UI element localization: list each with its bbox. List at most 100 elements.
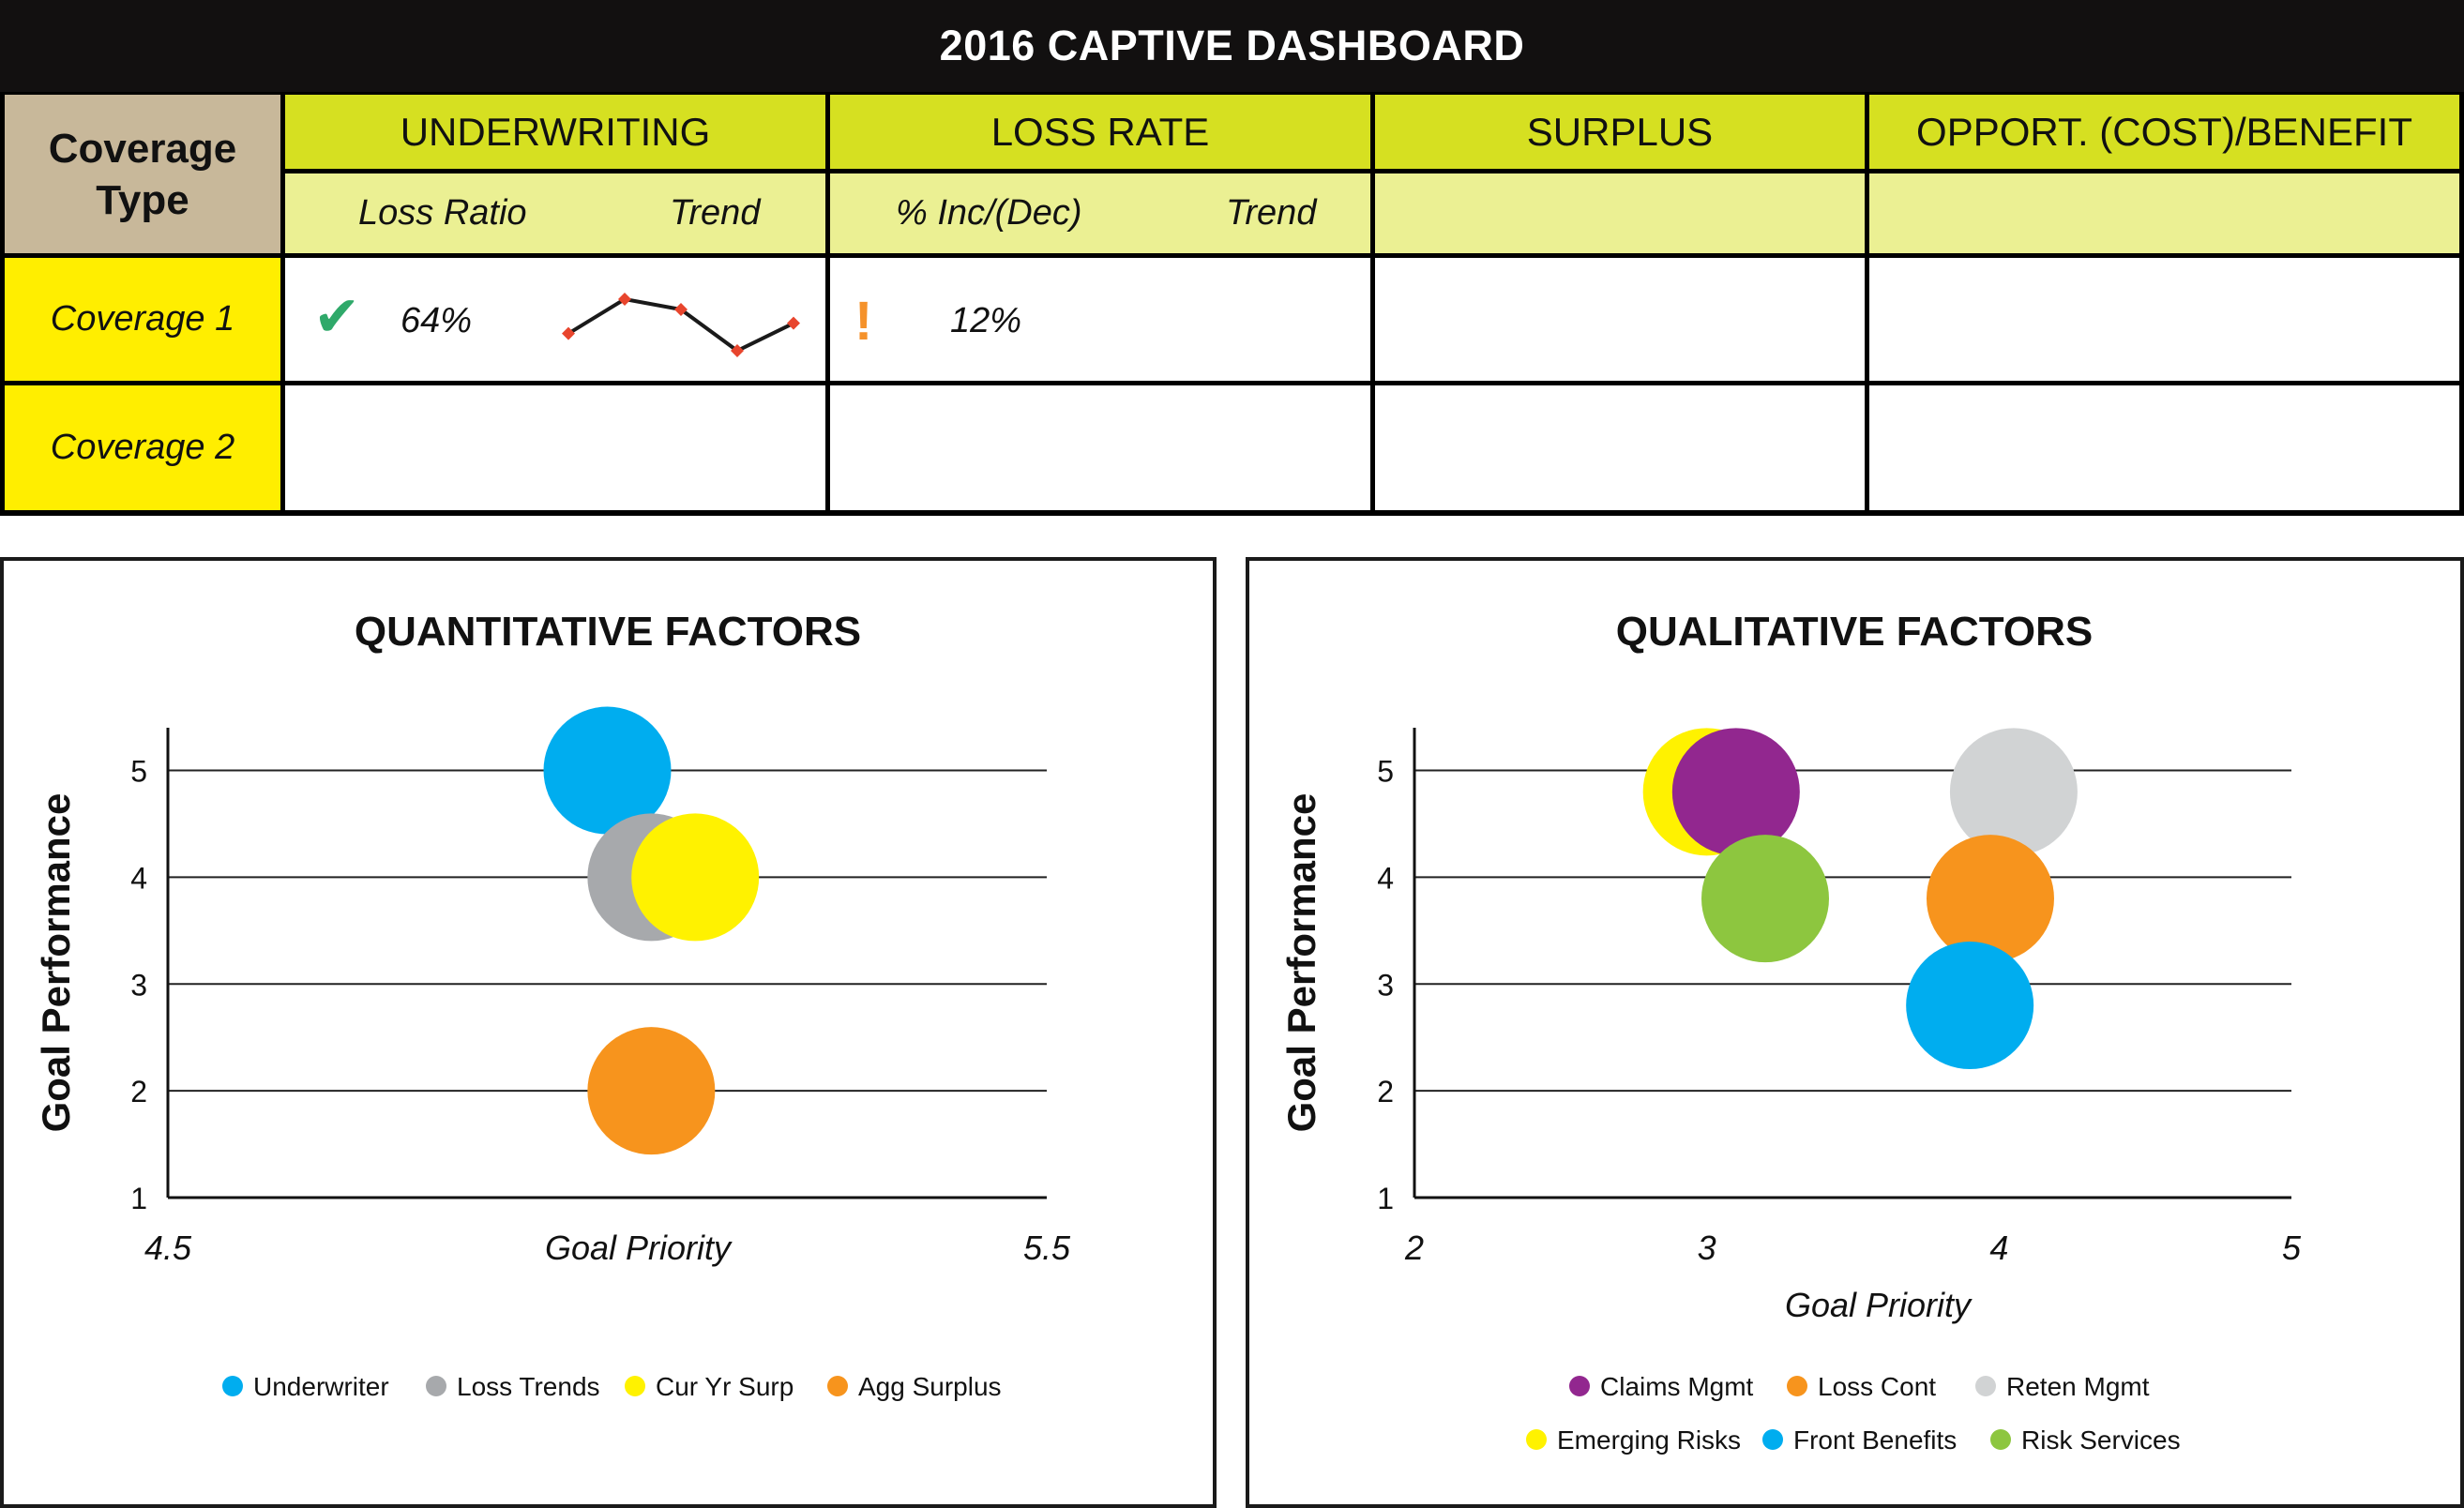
x-tick-label: 5 [2282,1229,2302,1267]
legend-label: Loss Cont [1818,1372,1936,1401]
legend-item-loss-trends: Loss Trends [426,1372,600,1401]
coverage-2-opportunity-cell [1869,385,2459,510]
legend-swatch [625,1376,645,1396]
quantitative-factors-panel: QUANTITATIVE FACTORS 1 2 3 4 5 4.5 5.5 Goal Prio… [0,557,1217,1508]
legend-label: Reten Mgmt [2006,1372,2150,1401]
underwriting-trend-subheader: Trend [670,193,761,233]
loss-rate-trend-subheader: Trend [1226,193,1317,233]
bubble-reten-mgmt [1949,728,2078,856]
coverage-type-header: Coverage Type [5,95,280,253]
bubble-loss-cont [1926,835,2054,963]
coverage-2-surplus-cell [1375,385,1865,510]
legend-label: Risk Services [2021,1425,2181,1455]
legend-item-claims-mgmt: Claims Mgmt [1569,1372,1754,1401]
y-tick-label: 5 [130,755,147,789]
legend-item-front-benefits: Front Benefits [1762,1425,1957,1455]
x-tick-label: 4.5 [144,1229,192,1267]
legend-item-cur-yr-surp: Cur Yr Surp [625,1372,794,1401]
legend-label: Claims Mgmt [1600,1372,1754,1401]
trend-point-4 [731,344,744,357]
alert-icon: ! [854,291,873,352]
bubble-agg-surplus [587,1027,716,1155]
coverage-1-trend-sparkline [562,293,800,357]
legend-swatch [222,1376,243,1396]
underwriting-header: UNDERWRITING [285,95,825,169]
legend-item-underwriter: Underwriter [222,1372,389,1401]
qualitative-factors-panel: QUALITATIVE FACTORS 1 2 3 4 5 2 3 4 5 Goal Priorit… [1246,557,2464,1508]
y-tick-label: 3 [130,968,147,1002]
trend-point-1 [562,326,575,340]
dashboard-table: 2016 CAPTIVE DASHBOARD Coverage Type UND… [0,0,2464,516]
legend-swatch [1526,1429,1547,1450]
x-tick-label: 2 [1404,1229,1424,1267]
legend-item-emerging-risks: Emerging Risks [1526,1425,1741,1455]
legend-swatch [1787,1376,1807,1396]
legend-label: Underwriter [253,1372,389,1401]
legend-swatch [426,1376,446,1396]
legend-swatch [1569,1376,1590,1396]
opportunity-subheader [1869,173,2459,253]
trend-point-3 [674,303,688,316]
coverage-1-loss-rate-cell: ! 12% [830,258,1370,381]
legend-item-reten-mgmt: Reten Mgmt [1975,1372,2150,1401]
x-axis-label: Goal Priority [545,1229,733,1267]
legend-label: Loss Trends [457,1372,600,1401]
legend-swatch [1975,1376,1996,1396]
coverage-type-header-line1: Coverage [48,125,237,172]
legend-label: Emerging Risks [1557,1425,1741,1455]
legend-label: Front Benefits [1793,1425,1957,1455]
trend-point-5 [787,316,800,330]
quantitative-factors-chart: QUANTITATIVE FACTORS 1 2 3 4 5 4.5 5.5 Goal Prio… [34,609,1071,1401]
chart-title: QUALITATIVE FACTORS [1616,609,2093,655]
y-tick-label: 1 [130,1182,147,1215]
coverage-1-label: Coverage 1 [5,258,280,381]
y-tick-label: 4 [130,861,147,895]
opportunity-header: OPPORT. (COST)/BENEFIT [1869,95,2459,169]
legend-swatch [1990,1429,2011,1450]
bubble-underwriter [543,706,672,835]
dashboard-title: 2016 CAPTIVE DASHBOARD [0,0,2464,92]
legend-swatch [1762,1429,1783,1450]
y-tick-label: 2 [130,1075,147,1108]
y-tick-label: 5 [1377,755,1394,789]
trend-point-2 [618,293,631,306]
bubble-cur-yr-surp [631,813,760,942]
coverage-2-loss-rate-cell [830,385,1370,510]
chart-title: QUANTITATIVE FACTORS [355,609,861,655]
surplus-subheader [1375,173,1865,253]
bubble-front-benefits [1906,942,2034,1070]
x-tick-label: 5.5 [1023,1229,1071,1267]
y-tick-label: 2 [1377,1075,1394,1108]
y-tick-label: 1 [1377,1182,1394,1215]
coverage-2-label: Coverage 2 [5,385,280,510]
loss-ratio-subheader: Loss Ratio [358,193,527,233]
legend-label: Agg Surplus [858,1372,1002,1401]
legend-item-agg-surplus: Agg Surplus [827,1372,1002,1401]
underwriting-subheader: Loss Ratio Trend [285,173,825,253]
coverage-1-inc-dec: 12% [950,301,1022,340]
bubble-claims-mgmt [1671,728,1800,856]
coverage-1-loss-ratio: 64% [401,301,473,340]
bubble-risk-services [1701,835,1829,963]
legend-label: Cur Yr Surp [656,1372,794,1401]
coverage-1-surplus-cell [1375,258,1865,381]
legend-swatch [827,1376,848,1396]
inc-dec-subheader: % Inc/(Dec) [896,193,1082,233]
check-icon: ✔ [313,285,361,348]
x-tick-label: 4 [1989,1229,2008,1267]
x-tick-label: 3 [1698,1229,1716,1267]
coverage-2-underwriting-cell [285,385,825,510]
x-axis-label: Goal Priority [1785,1286,1973,1324]
legend-item-loss-cont: Loss Cont [1787,1372,1936,1401]
y-tick-label: 4 [1377,861,1394,895]
y-axis-label: Goal Performance [34,793,78,1133]
y-tick-label: 3 [1377,968,1394,1002]
coverage-type-header-line2: Type [96,176,189,223]
loss-rate-header: LOSS RATE [830,95,1370,169]
legend-item-risk-services: Risk Services [1990,1425,2181,1455]
y-axis-label: Goal Performance [1279,793,1323,1133]
surplus-header: SURPLUS [1375,95,1865,169]
coverage-1-underwriting-cell: ✔ 64% [285,258,825,381]
loss-rate-subheader: % Inc/(Dec) Trend [830,173,1370,253]
